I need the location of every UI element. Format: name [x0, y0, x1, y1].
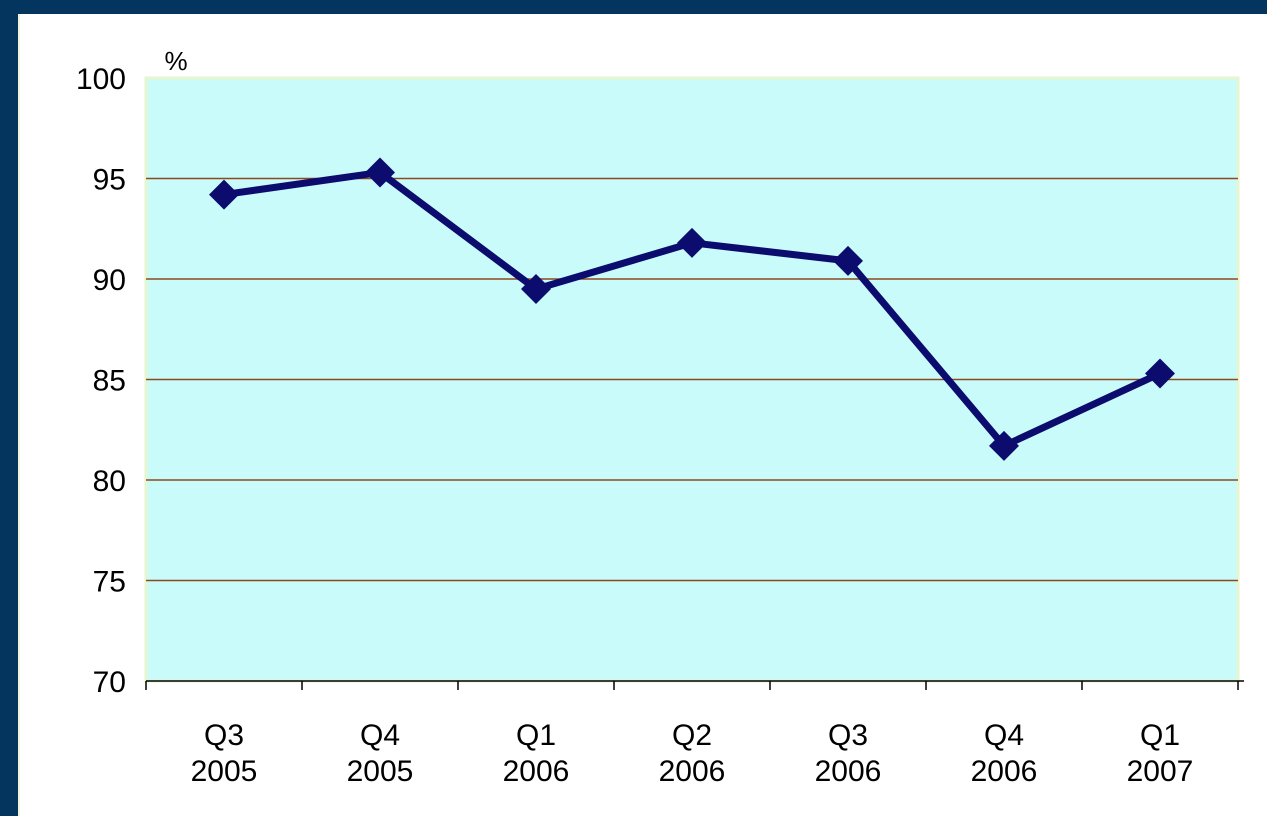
x-tick-label: Q3: [828, 719, 868, 752]
y-axis-ticks: 70 75 80 85 90 95 100: [76, 63, 126, 699]
x-tick-label: Q1: [516, 719, 556, 752]
x-tick-label: Q4: [984, 719, 1024, 752]
x-tick-label: 2006: [971, 755, 1038, 788]
x-tick-label: 2006: [815, 755, 882, 788]
y-tick-label: 70: [93, 666, 126, 699]
x-axis-ticks: Q32005Q42005Q12006Q22006Q32006Q42006Q120…: [145, 681, 1239, 788]
y-tick-label: 95: [93, 164, 126, 197]
data-point-marker: [833, 245, 863, 276]
y-axis-unit-label: %: [164, 46, 187, 76]
data-point-marker: [677, 227, 707, 258]
x-tick-label: Q4: [360, 719, 400, 752]
x-tick-label: Q2: [672, 719, 712, 752]
series-layer: [209, 157, 1175, 461]
x-tick-label: Q1: [1140, 719, 1180, 752]
data-point-marker: [989, 430, 1019, 461]
x-tick-label: 2007: [1127, 755, 1194, 788]
x-tick-label: Q3: [204, 719, 244, 752]
y-tick-label: 80: [93, 465, 126, 498]
data-point-marker: [521, 274, 551, 305]
y-tick-label: 85: [93, 365, 126, 398]
y-tick-label: 75: [93, 566, 126, 599]
data-point-marker: [209, 179, 239, 210]
y-tick-label: 90: [93, 264, 126, 297]
data-point-marker: [365, 157, 395, 188]
x-tick-label: 2006: [659, 755, 726, 788]
data-point-marker: [1145, 358, 1175, 389]
x-tick-label: 2005: [347, 755, 414, 788]
x-tick-label: 2005: [191, 755, 258, 788]
x-tick-label: 2006: [503, 755, 570, 788]
y-tick-label: 100: [76, 63, 126, 96]
